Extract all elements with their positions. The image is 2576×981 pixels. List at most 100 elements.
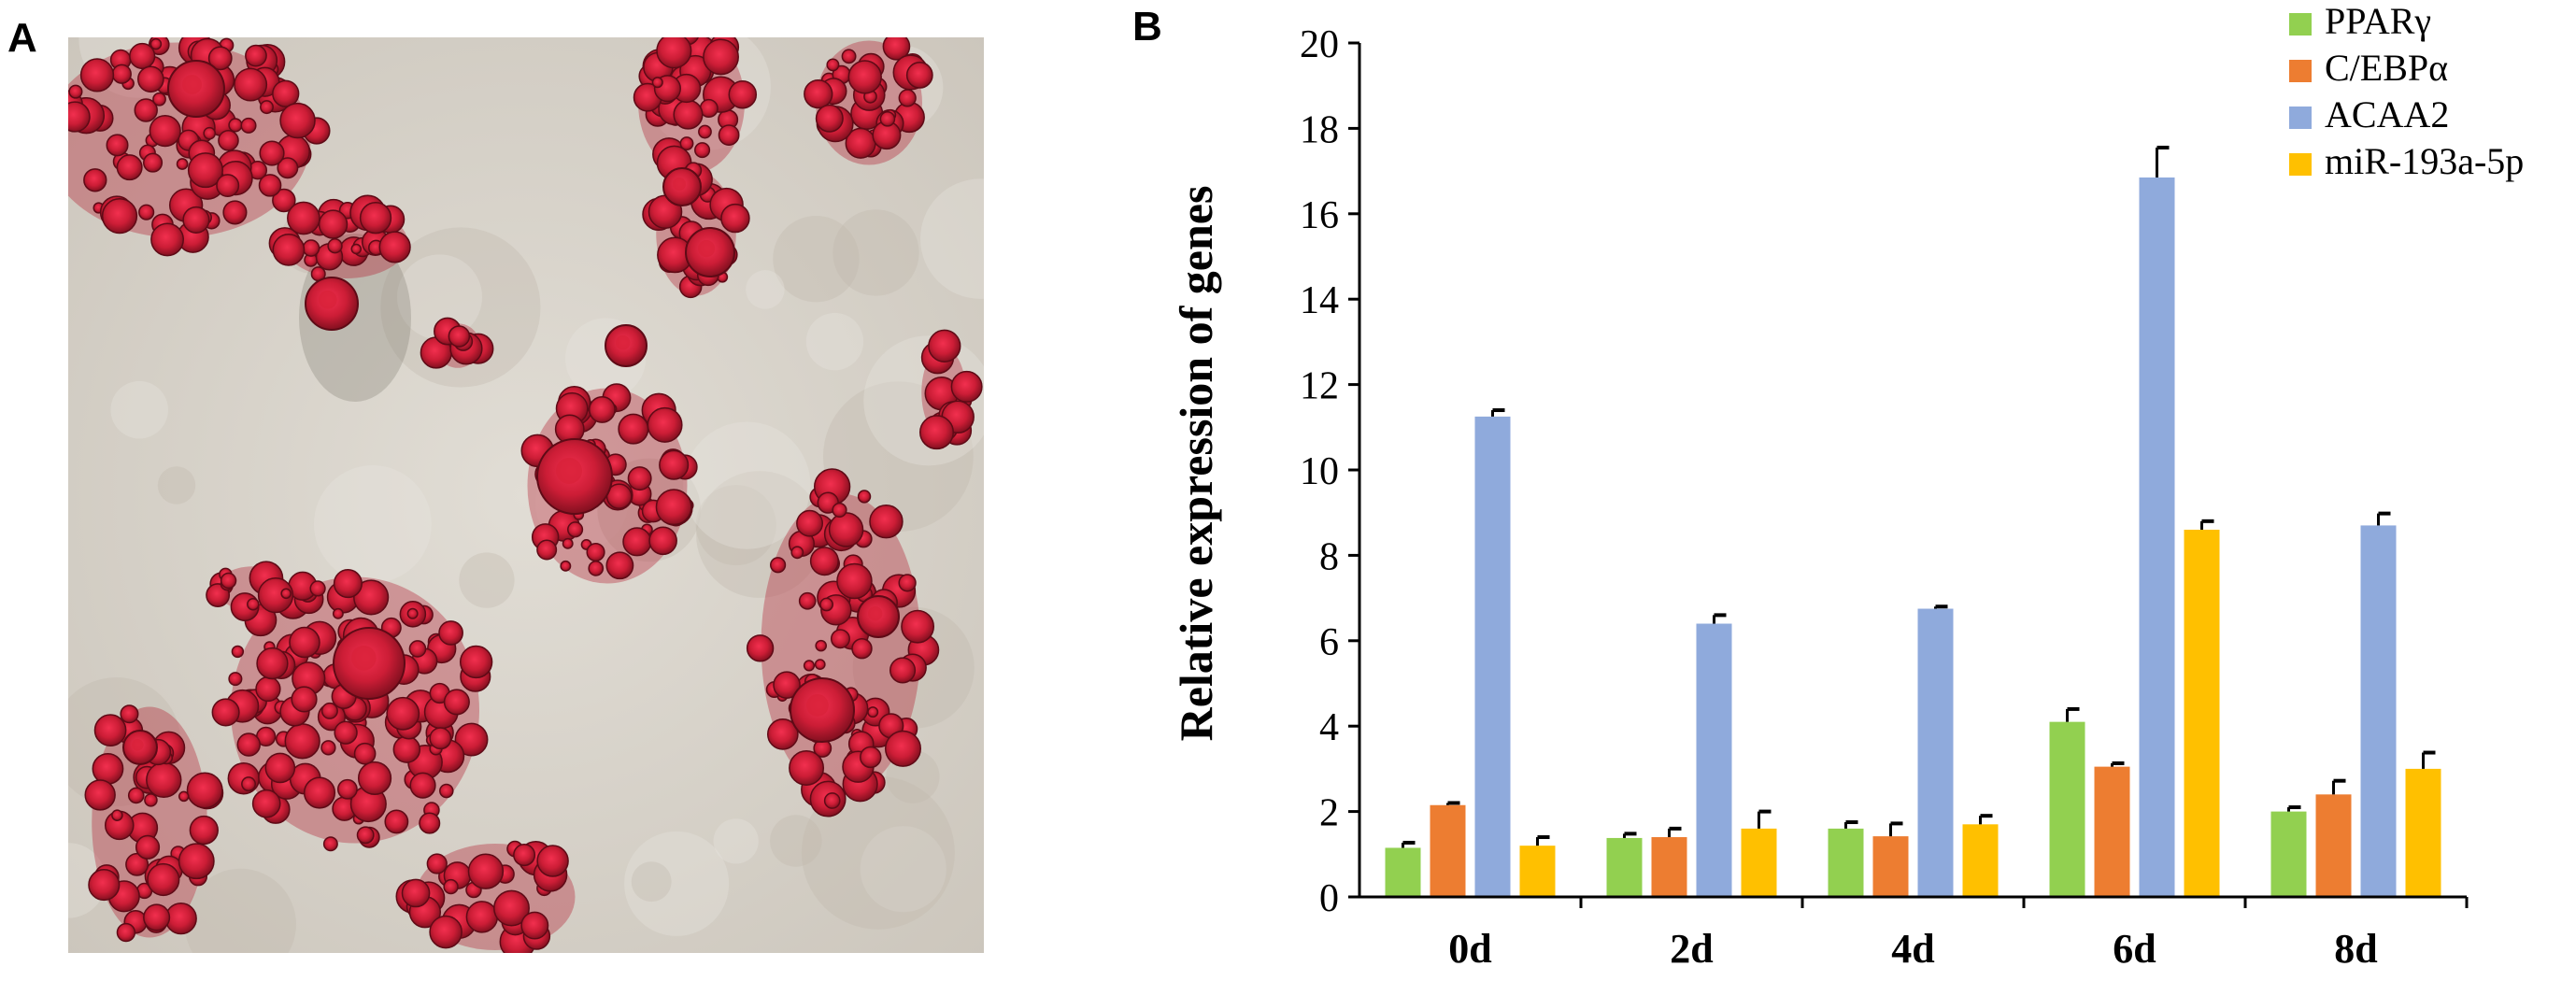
lipid-droplet — [356, 826, 375, 845]
background-blotch — [624, 831, 730, 936]
background-blotch — [713, 818, 759, 864]
droplet-highlight — [132, 739, 144, 751]
lipid-droplet — [426, 853, 448, 874]
lipid-droplet — [187, 152, 223, 189]
bar — [1917, 608, 1954, 897]
lipid-droplet — [847, 60, 882, 94]
lipid-droplet — [272, 188, 296, 213]
lipid-droplet — [247, 597, 260, 611]
lipid-droplet — [648, 526, 677, 556]
x-tick-label: 6d — [2113, 926, 2156, 972]
y-tick-label: 6 — [1319, 621, 1339, 664]
lipid-droplet — [350, 243, 363, 255]
background-blotch — [860, 826, 946, 913]
lipid-droplet — [867, 706, 879, 718]
lipid-droplet — [106, 134, 129, 157]
lipid-droplet — [703, 38, 739, 76]
legend-swatch — [2289, 60, 2312, 82]
lipid-droplet — [728, 79, 758, 109]
lipid-droplet-clusters — [68, 37, 983, 953]
bar — [1606, 837, 1643, 897]
lipid-droplet — [841, 49, 857, 64]
lipid-droplet — [773, 671, 801, 699]
lipid-droplet — [228, 672, 243, 687]
lipid-droplet — [68, 101, 91, 133]
lipid-droplet — [588, 561, 605, 576]
lipid-droplet — [231, 645, 245, 659]
panel-a-label: A — [7, 15, 37, 61]
lipid-droplet — [766, 718, 799, 750]
droplet-highlight — [351, 646, 377, 671]
lipid-droplet — [562, 537, 574, 549]
lipid-droplet — [149, 37, 163, 50]
lipid-droplet — [129, 42, 156, 70]
lipid-droplet — [137, 65, 164, 93]
lipid-droplet — [860, 746, 882, 769]
lipid-droplet — [116, 154, 143, 181]
x-tick-label: 8d — [2334, 926, 2377, 972]
lipid-droplet — [720, 203, 750, 234]
background-blotch — [770, 815, 822, 867]
lipid-droplet — [303, 776, 336, 809]
lipid-droplet — [277, 157, 299, 179]
droplet-highlight — [868, 606, 883, 621]
background-blotch — [746, 270, 785, 309]
bar — [1741, 828, 1777, 897]
bar — [1519, 846, 1556, 897]
background-blotch — [313, 465, 432, 584]
lipid-droplet — [618, 413, 649, 445]
lipid-droplet — [698, 124, 712, 139]
droplet-highlight — [616, 335, 631, 350]
lipid-droplet — [884, 730, 921, 767]
background-blotch — [110, 380, 168, 439]
lipid-droplet — [79, 58, 115, 92]
background-blotch — [459, 552, 515, 608]
bar — [2270, 811, 2307, 897]
bar — [2405, 768, 2441, 897]
legend-label: miR-193a-5p — [2325, 140, 2524, 182]
bar — [2139, 177, 2175, 897]
lipid-droplet — [419, 812, 441, 834]
y-tick-label: 0 — [1319, 877, 1339, 920]
lipid-droplet — [651, 77, 663, 89]
lipid-droplet — [280, 588, 292, 600]
lipid-droplet — [218, 130, 239, 151]
lipid-droplet — [287, 201, 320, 235]
background-blotch — [805, 312, 864, 371]
lipid-droplet — [279, 102, 316, 139]
lipid-droplet — [898, 574, 917, 592]
lipid-droplet — [83, 168, 107, 192]
legend-label: ACAA2 — [2325, 93, 2449, 135]
lipid-droplet — [332, 607, 344, 619]
lipid-droplet — [408, 640, 427, 658]
background-blotch — [695, 485, 776, 566]
lipid-droplet — [790, 546, 804, 560]
lipid-droplet — [240, 117, 257, 134]
lipid-droplet — [627, 466, 652, 491]
lipid-droplet — [93, 714, 127, 747]
lipid-droplet — [272, 234, 306, 266]
lipid-droplet — [322, 836, 338, 852]
lipid-droplet — [88, 869, 121, 902]
lipid-droplet — [258, 174, 282, 197]
background-blotch — [801, 775, 955, 930]
lipid-droplet — [134, 98, 158, 122]
lipid-droplet — [465, 901, 499, 933]
lipid-droplet — [272, 79, 300, 107]
lipid-droplet — [260, 100, 274, 115]
lipid-droplet — [588, 396, 616, 423]
lipid-droplet — [138, 204, 155, 220]
lipid-droplet — [251, 789, 281, 818]
background-blotch — [157, 466, 196, 505]
lipid-droplet — [359, 202, 392, 235]
x-axis-tick-labels: 0d 2d 4d 6d 8d — [1448, 897, 2469, 972]
lipid-droplet — [819, 597, 834, 612]
lipid-droplet — [333, 569, 363, 599]
lipid-droplet — [211, 698, 240, 727]
legend-swatch — [2289, 13, 2312, 36]
legend-swatch — [2289, 107, 2312, 129]
lipid-droplet — [889, 657, 917, 684]
lipid-droplet — [143, 903, 171, 931]
bar — [1828, 828, 1864, 897]
